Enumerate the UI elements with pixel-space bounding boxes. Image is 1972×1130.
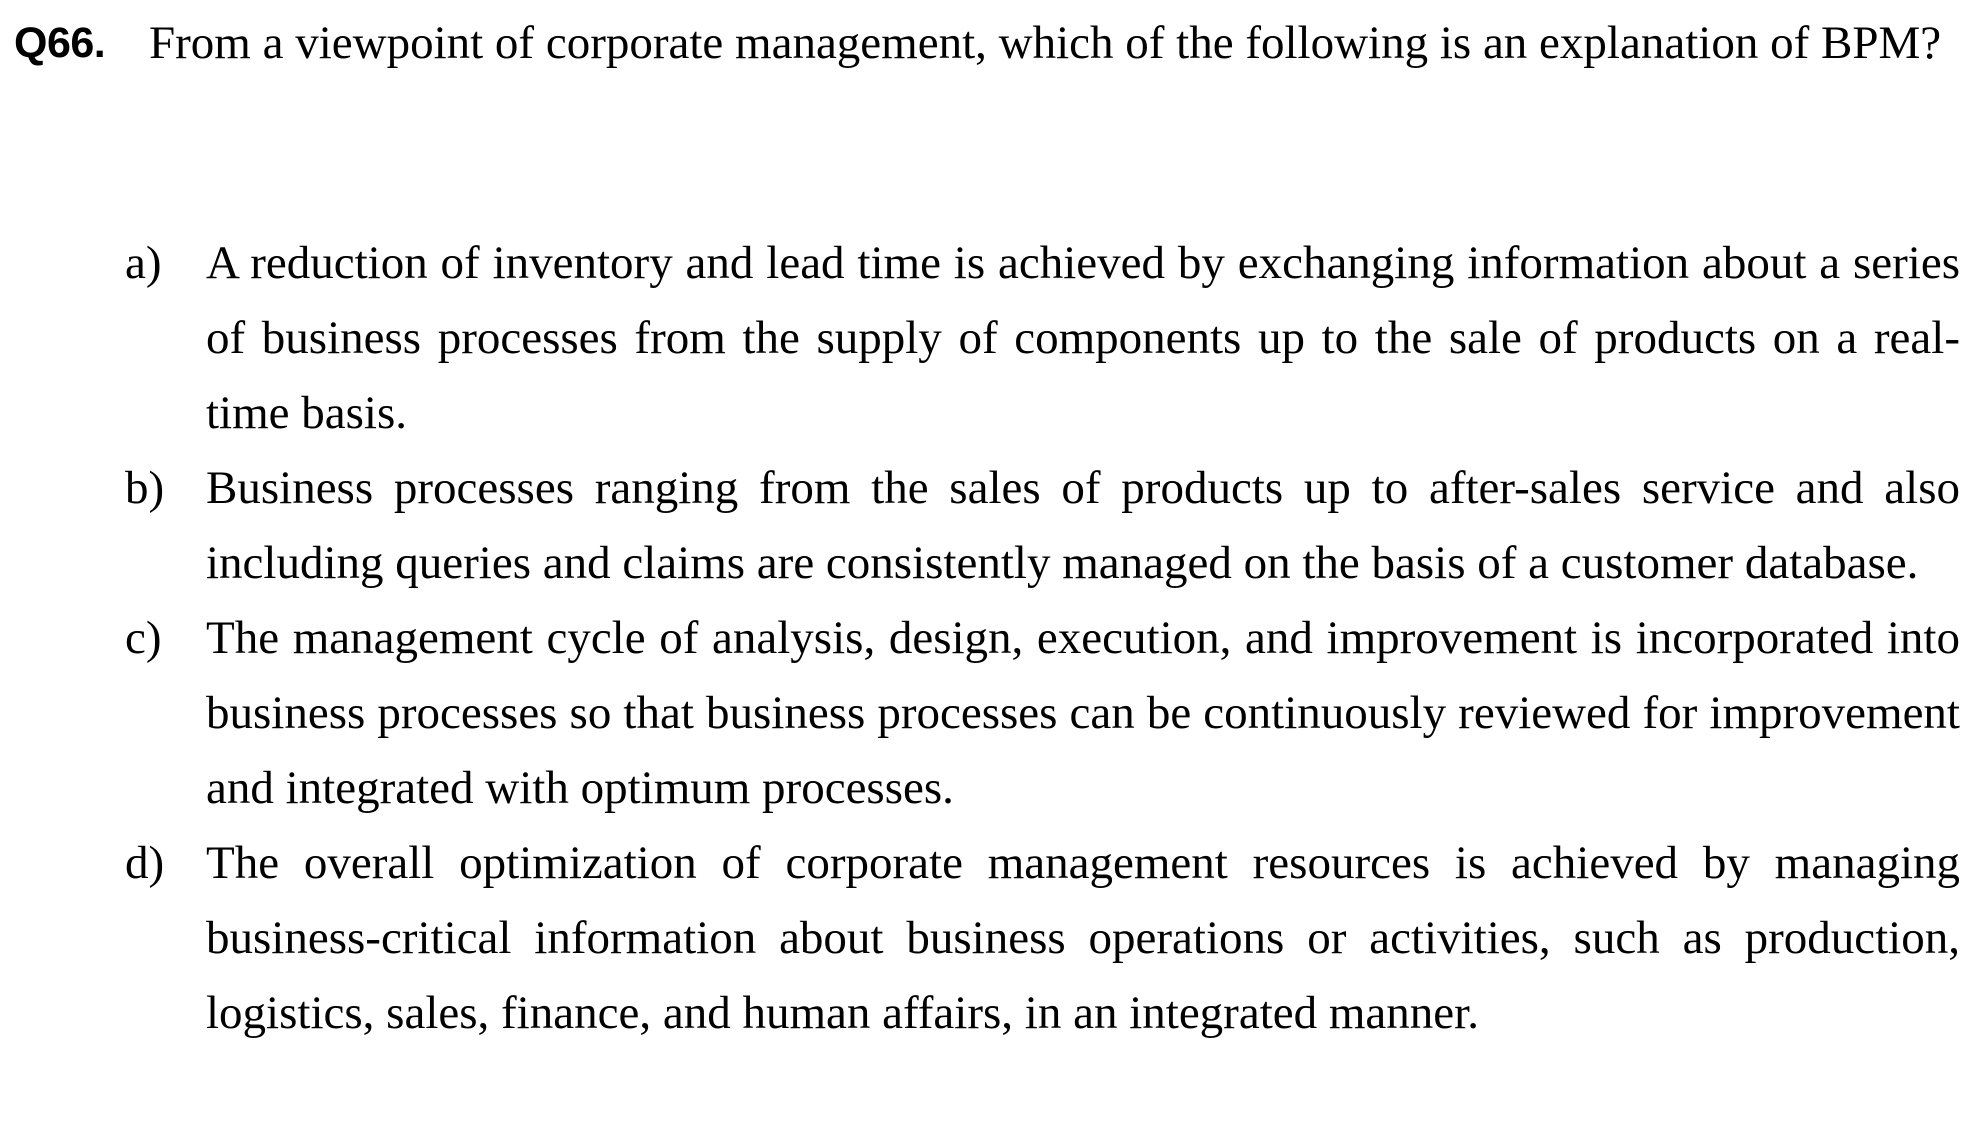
option-d-letter: d) bbox=[125, 837, 165, 889]
option-a: a) A reduction of inventory and lead tim… bbox=[125, 226, 1960, 451]
option-c-letter: c) bbox=[125, 612, 162, 664]
option-d: d) The overall optimization of corporate… bbox=[125, 826, 1960, 1051]
option-b: b) Business processes ranging from the s… bbox=[125, 451, 1960, 601]
option-b-letter: b) bbox=[125, 462, 165, 514]
option-d-text: The overall optimization of corporate ma… bbox=[206, 837, 1960, 1039]
option-c-text: The management cycle of analysis, design… bbox=[206, 612, 1960, 814]
option-a-letter: a) bbox=[125, 237, 162, 289]
answer-options: a) A reduction of inventory and lead tim… bbox=[125, 226, 1960, 1051]
question-text: From a viewpoint of corporate management… bbox=[149, 17, 1942, 69]
question-number: Q66. bbox=[14, 19, 106, 67]
option-c: c) The management cycle of analysis, des… bbox=[125, 601, 1960, 826]
option-a-text: A reduction of inventory and lead time i… bbox=[206, 237, 1960, 439]
option-b-text: Business processes ranging from the sale… bbox=[206, 462, 1960, 589]
